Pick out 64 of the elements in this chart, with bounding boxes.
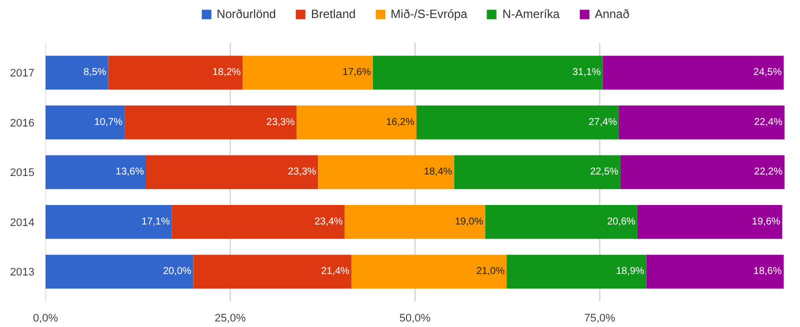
data-label: 18,2% [212, 67, 241, 78]
legend-label: Norðurlönd [216, 7, 276, 21]
bar [318, 155, 454, 190]
bar [172, 204, 345, 239]
bar [602, 56, 784, 90]
data-label: 24,5% [753, 67, 782, 78]
data-label: 17,6% [342, 67, 371, 78]
bar [46, 155, 146, 190]
legend-label: Annað [594, 7, 630, 21]
bar [416, 105, 619, 140]
data-label: 16,2% [386, 116, 415, 128]
data-label: 31,1% [572, 67, 601, 78]
bar [193, 254, 352, 289]
y-tick-label: 2016 [10, 117, 35, 130]
bar [506, 254, 646, 289]
x-tick-label: 75,0% [584, 312, 616, 324]
data-label: 19,0% [454, 216, 484, 228]
data-label: 19,6% [752, 216, 780, 228]
y-tick-label: 2017 [10, 68, 35, 80]
data-label: 17,1% [142, 216, 170, 228]
bar [146, 155, 318, 190]
data-label: 21,0% [476, 266, 505, 278]
data-label: 21,4% [321, 266, 350, 278]
data-label: 27,4% [588, 116, 618, 128]
data-label: 22,2% [754, 166, 783, 178]
bar [620, 155, 784, 190]
x-tick-label: 0,0% [32, 312, 58, 324]
y-tick-label: 2015 [10, 167, 35, 180]
bar [637, 204, 782, 239]
bar [242, 56, 373, 90]
data-label: 23,3% [266, 116, 295, 128]
data-label: 23,3% [288, 166, 316, 178]
legend-label: Mið-/S-Evrópa [390, 7, 468, 21]
bar [351, 254, 507, 289]
bar [344, 204, 486, 239]
x-tick-label: 50,0% [399, 312, 431, 324]
bar [646, 254, 784, 289]
bar [46, 204, 172, 239]
data-label: 22,4% [754, 116, 783, 128]
data-label: 23,4% [314, 216, 343, 228]
data-label: 18,6% [753, 266, 782, 278]
y-tick-label: 2014 [10, 216, 35, 229]
data-label: 8,5% [84, 67, 106, 78]
bar [618, 105, 784, 140]
bar [46, 105, 125, 140]
bar [372, 56, 603, 90]
data-label: 18,9% [616, 266, 644, 278]
data-label: 18,4% [424, 166, 452, 178]
bar [454, 155, 620, 190]
data-label: 20,6% [607, 216, 636, 228]
bar [485, 204, 638, 239]
bar [46, 254, 194, 289]
bar [124, 105, 297, 140]
data-label: 10,7% [94, 116, 123, 128]
legend-label: N-Ameríka [502, 7, 560, 21]
data-label: 13,6% [116, 166, 144, 178]
data-label: 20,0% [162, 266, 192, 278]
x-tick-label: 25,0% [214, 312, 246, 324]
bar [108, 56, 243, 90]
y-tick-label: 2013 [10, 266, 35, 279]
data-label: 22,5% [590, 166, 619, 178]
bar [46, 56, 108, 90]
bar [296, 105, 416, 140]
legend-label: Bretland [310, 7, 356, 21]
